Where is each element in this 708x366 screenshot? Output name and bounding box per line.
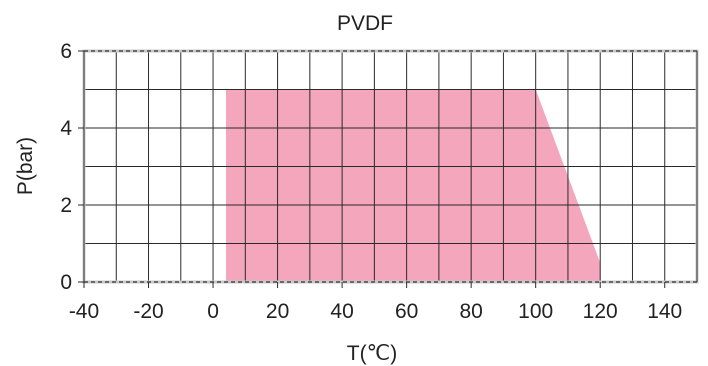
x-tick-label: 60 (395, 300, 418, 323)
x-tick-label: 120 (583, 300, 618, 323)
x-tick-label: 0 (207, 300, 219, 323)
x-tick-label: 80 (459, 300, 482, 323)
x-tick-labels: -40 -20 0 20 40 60 80 100 120 140 (69, 282, 682, 323)
plot-frame (82, 49, 699, 284)
x-tick-label: 40 (330, 300, 353, 323)
y-tick-labels: 0 2 4 6 (60, 40, 84, 294)
x-tick-label: -40 (69, 300, 99, 323)
y-tick-label: 4 (60, 117, 72, 140)
chart-title: PVDF (337, 12, 393, 35)
y-tick-label: 2 (60, 194, 72, 217)
y-tick-label: 0 (60, 271, 72, 294)
y-axis-label: P(bar) (14, 137, 37, 195)
area-series-0 (226, 89, 601, 282)
x-tick-label: 20 (266, 300, 289, 323)
y-tick-label: 6 (60, 40, 72, 63)
x-axis-label: T(℃) (347, 342, 397, 365)
x-tick-label: 140 (647, 300, 682, 323)
x-tick-label: -20 (133, 300, 163, 323)
x-tick-label: 100 (518, 300, 553, 323)
area-layer (226, 89, 601, 282)
